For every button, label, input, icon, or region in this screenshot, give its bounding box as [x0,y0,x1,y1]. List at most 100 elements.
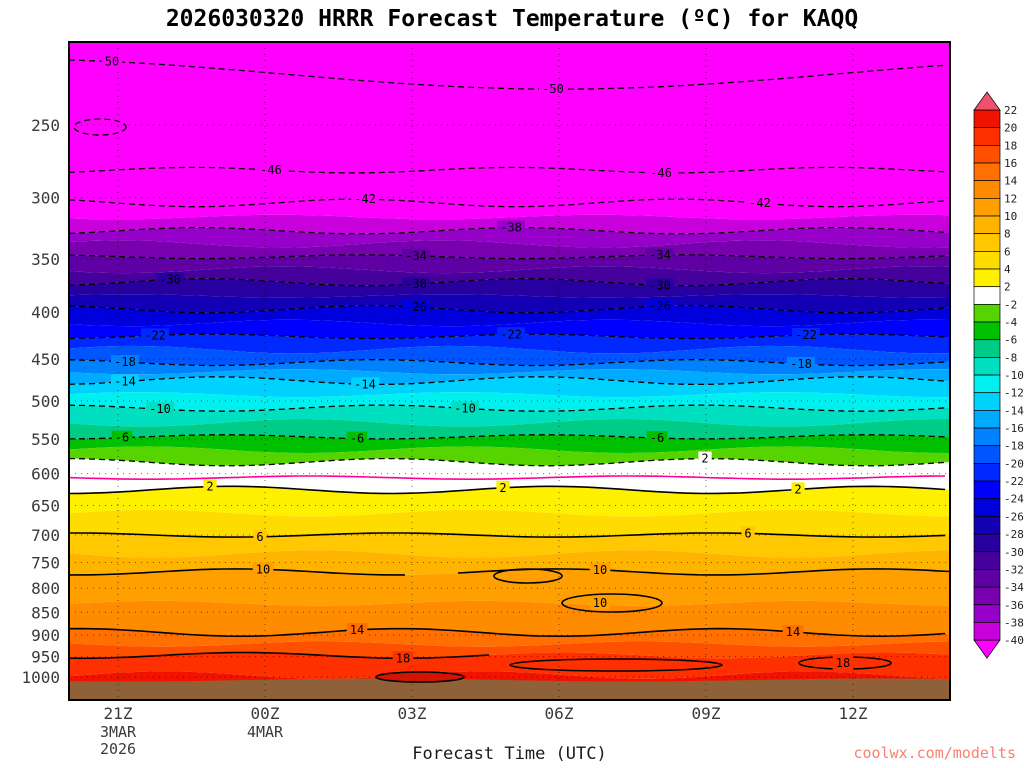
contour--6 [69,434,946,440]
colorbar-tick-label: 8 [1004,228,1011,241]
colorbar-tick-label: 14 [1004,175,1018,188]
filled-bands [69,42,950,700]
contour-label-halo [392,651,414,666]
colorbar-cell [973,516,1001,535]
colorbar-cell [973,480,1001,500]
chart-title: 2026030320 HRRR Forecast Temperature (ºC… [165,6,859,32]
contour-label: 2 [499,481,506,495]
contour-label: -6 [650,431,664,445]
colorbar-tick-label: -18 [1004,440,1024,453]
y-tick-label: 350 [31,250,60,269]
colorbar-tick-label: -10 [1004,369,1024,382]
colorbar-cell [973,251,1001,270]
contour-label: -14 [354,377,376,391]
watermark-link[interactable]: coolwx.com/modelts [853,744,1016,762]
contour-label: 10 [256,562,270,576]
colorbar-cell [973,445,1001,464]
colorbar-cell [973,586,1001,606]
contour--14 [69,376,946,386]
contour-label-halo [402,300,430,314]
contour-label-halo [646,248,674,262]
contour-label: 6 [744,526,751,540]
x-tick-label: 06Z [545,704,574,723]
colorbar-cell [973,268,1001,288]
y-tick-label: 950 [31,648,60,667]
contour-label-halo [741,526,755,541]
contour-label: -10 [149,402,171,416]
x-tick-date-label: 3MAR [100,723,137,741]
contour-label-halo [496,480,510,495]
temp-band [69,641,950,659]
temp-band [69,600,950,637]
temp-band [69,345,950,366]
contour-label-halo [646,278,674,293]
contour--10 [69,404,946,412]
contour--2 [69,457,946,467]
colorbar-cell [973,463,1001,482]
colorbar-cell [973,392,1001,411]
colorbar-tick-label: -30 [1004,546,1024,559]
contour-label-halo [402,277,430,292]
y-tick-label: 450 [31,350,60,369]
contour-label: 6 [256,530,263,544]
temp-band [69,569,950,606]
colorbar-cell [973,162,1001,182]
temp-band [69,628,950,647]
y-tick-label: 500 [31,392,60,411]
colorbar-cell [973,357,1001,376]
colorbar-cell [973,198,1001,217]
x-axis-title: Forecast Time (UTC) [412,744,607,764]
y-tick-label: 300 [31,189,60,208]
temp-band [69,240,950,259]
y-tick-label: 900 [31,626,60,645]
contour-label-halo [792,328,820,342]
contour--26 [69,304,946,314]
colorbar-cell [973,109,1001,129]
contour-label: -22 [500,327,522,341]
y-tick-label: 600 [31,465,60,484]
colorbar-cell [973,304,1001,323]
contour-label-halo [203,479,217,494]
temp-band [69,278,950,298]
y-tick-label: 250 [31,116,60,135]
contour-label-halo [589,596,611,610]
colorbar-tick-label: -32 [1004,563,1024,576]
temp-band [69,305,950,327]
colorbar-tick-label: -16 [1004,422,1024,435]
temp-band [69,334,950,354]
colorbar-cell [973,127,1001,146]
contour-label: -26 [405,300,427,314]
contour--46 [69,166,946,174]
contour-label: -50 [542,82,564,96]
y-tick-label: 1000 [21,668,60,687]
temp-band [69,446,950,466]
contour-label: 14 [786,625,800,639]
contour-label: -30 [159,273,181,287]
y-tick-label: 800 [31,579,60,598]
colorbar-tick-label: -8 [1004,351,1017,364]
contour-label: -42 [354,192,376,206]
colorbar-tick-label: -4 [1004,316,1018,329]
contour-label: -38 [500,221,522,235]
closed-contour [493,568,563,584]
colorbar-cell [973,410,1001,429]
temp-band [69,509,950,538]
closed-contour [561,593,663,613]
contour-label: -30 [405,277,427,291]
temp-band [69,266,950,286]
x-tick-label: 21Z [104,704,133,723]
y-tick-label: 850 [31,603,60,622]
y-axis-ticks: 250 300 350 400 450 500 550 600 650 700 750 800 850 9… [21,116,60,687]
temp-band [69,405,950,427]
contour-label: 18 [396,651,410,665]
contour--30 [69,278,946,287]
temp-band [69,376,950,398]
contour-label-halo [832,656,854,670]
closed-contour [509,658,723,672]
colorbar-tick-label: 12 [1004,192,1017,205]
colorbar-cell [973,339,1001,358]
y-tick-label: 700 [31,526,60,545]
contour-label-halo [787,357,815,371]
contour-labels: 50 -50 -46 -46 -42 -42 -38 -34 -34 -30 -30 -30 -26 -2… [101,54,854,670]
